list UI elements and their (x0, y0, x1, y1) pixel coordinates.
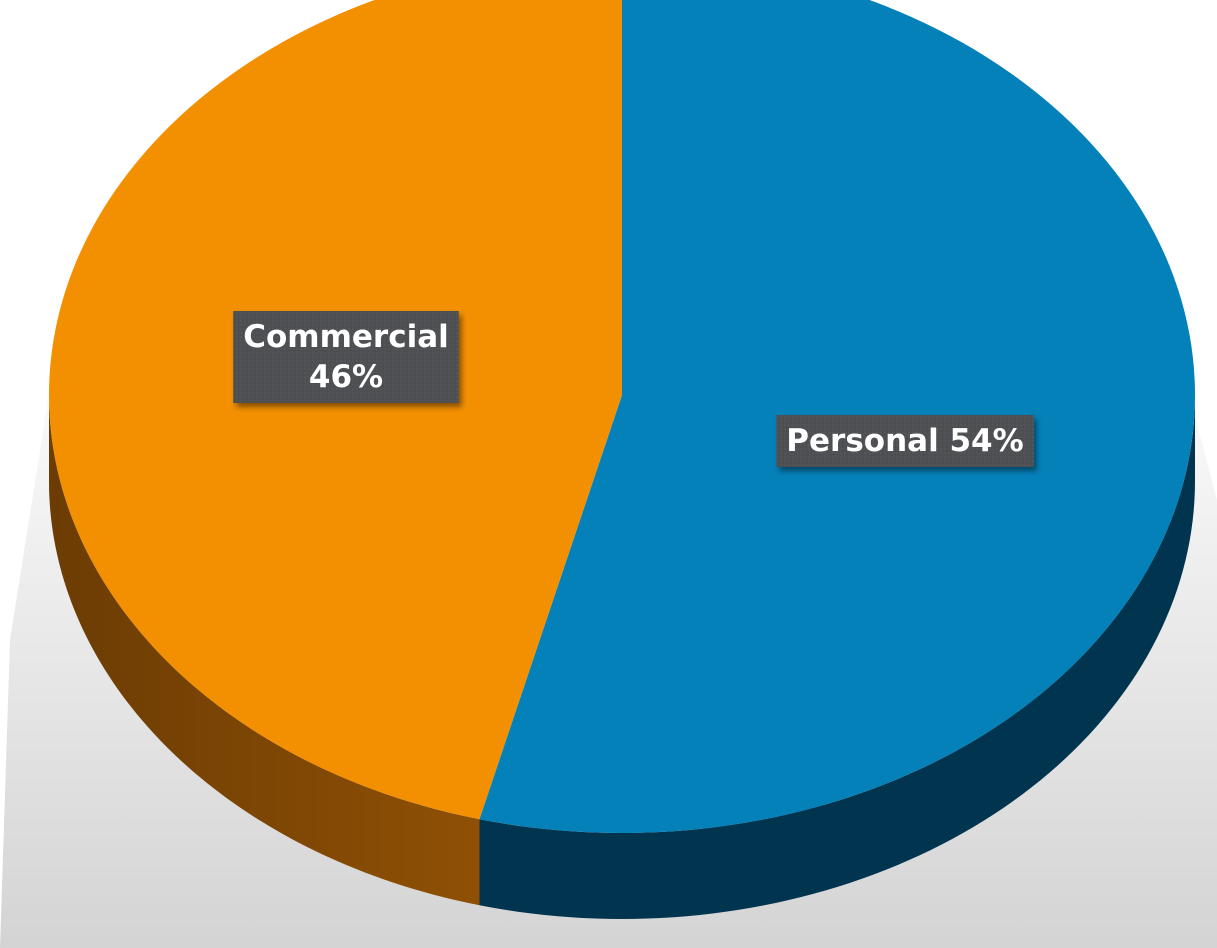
data-label-text-commercial: Commercial (243, 319, 449, 355)
data-label-text-personal: Personal 54% (786, 423, 1023, 459)
data-label-text-commercial: 46% (309, 359, 383, 395)
pie-side-personal (479, 395, 1195, 919)
pie-sides (49, 395, 1195, 919)
data-label-box-commercial (233, 311, 459, 403)
pie-slice-commercial (49, 0, 622, 820)
pie-side-shade-commercial (49, 395, 480, 906)
data-label-personal: Personal 54% (776, 415, 1034, 467)
data-label-box-personal (776, 415, 1034, 467)
data-label-commercial: Commercial 46% (233, 311, 459, 403)
pie-labels: Personal 54% Commercial 46% (233, 311, 1034, 467)
